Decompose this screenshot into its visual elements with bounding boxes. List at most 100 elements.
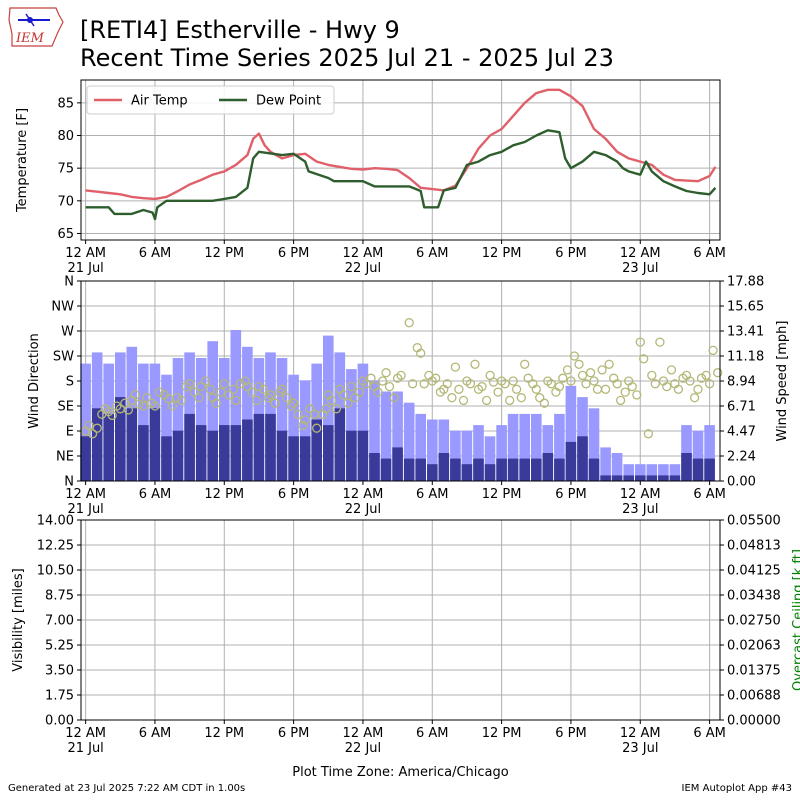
x-tick-label: 6 AM [693, 726, 726, 741]
wind-direction-point [554, 381, 565, 392]
y2-tick-label: 0.00688 [727, 689, 781, 704]
gust-bar [554, 458, 565, 481]
speed-bar [519, 413, 530, 481]
wind-direction-point [377, 376, 388, 386]
y2-tick-label: 0.05500 [727, 514, 781, 529]
axes-frame [80, 79, 721, 241]
wind-direction-point [708, 345, 718, 356]
wind-direction-point [228, 384, 239, 394]
wind-direction-point [354, 387, 365, 397]
wind-direction-point [615, 395, 626, 406]
wind-direction-point [520, 359, 530, 369]
wind-direction-point [338, 390, 348, 400]
wind-direction-point [305, 404, 315, 414]
x-tick-label: 12 PM [482, 246, 522, 261]
iem-logo: IEM [8, 7, 64, 47]
speed-bar [450, 430, 461, 481]
speed-bar [646, 464, 658, 481]
wind-direction-point [293, 409, 303, 419]
legend-box [86, 85, 335, 115]
gust-bar [611, 475, 623, 481]
y2-tick-label: 13.41 [727, 325, 764, 340]
speed-bar [230, 330, 242, 481]
wind-direction-point [481, 395, 492, 406]
gust-bar [669, 475, 681, 481]
wind-direction-point [581, 379, 591, 389]
speed-bar [554, 413, 565, 481]
wind-direction-point [286, 401, 296, 411]
wind-direction-point [92, 423, 102, 433]
speed-bar [669, 464, 681, 481]
gust-bar [323, 425, 334, 481]
x-date-label: 22 Jul [345, 261, 381, 276]
wind-direction-point [620, 387, 630, 397]
wind-direction-point [288, 398, 299, 408]
gust-bar [496, 458, 507, 481]
x-tick-label: 12 AM [620, 246, 661, 261]
wind-direction-point [404, 318, 414, 328]
gust-bar [565, 441, 577, 481]
gust-bar [507, 458, 519, 481]
x-tick-label: 6 AM [416, 487, 449, 502]
wind-direction-point [176, 395, 187, 406]
speed-bar [692, 430, 704, 481]
speed-bar [80, 363, 91, 481]
y-tick-label: SE [58, 400, 74, 415]
wind-direction-point [277, 384, 287, 394]
wind-direction-point [300, 415, 310, 425]
gust-bar [438, 453, 450, 481]
y-tick-label: W [61, 325, 74, 340]
gust-bar [635, 475, 646, 481]
x-tick-label: 6 AM [693, 487, 726, 502]
wind-direction-point [523, 373, 533, 383]
x-date-label: 21 Jul [67, 261, 103, 276]
x-tick-label: 12 PM [204, 726, 244, 741]
wind-direction-point [589, 376, 599, 386]
legend-label: Air Temp [131, 94, 188, 109]
wind-direction-point [224, 390, 234, 400]
x-tick-label: 12 AM [620, 726, 661, 741]
wind-direction-point [346, 381, 357, 392]
gust-bar [681, 453, 692, 481]
speed-bar [600, 447, 611, 481]
y-tick-label: E [66, 425, 74, 440]
x-tick-label: 12 PM [482, 487, 522, 502]
wind-direction-point [205, 384, 216, 394]
wind-direction-point [447, 393, 457, 403]
gust-bar [149, 408, 161, 481]
wind-direction-point [389, 393, 399, 403]
wind-direction-point [592, 384, 603, 394]
gust-bar [542, 453, 554, 481]
speed-bar [403, 402, 415, 481]
x-date-label: 23 Jul [622, 502, 658, 517]
speed-bar [623, 464, 634, 481]
x-tick-label: 12 AM [343, 726, 384, 741]
speed-bar [658, 464, 669, 481]
wind-direction-point [558, 373, 568, 383]
wind-direction-point [130, 390, 140, 400]
y-axis-label: Visibility [miles] [11, 568, 26, 671]
x-tick-label: 6 AM [139, 487, 172, 502]
wind-direction-point [167, 401, 177, 411]
x-tick-label: 12 AM [65, 246, 106, 261]
wind-direction-point [508, 376, 518, 386]
y2-tick-label: 15.65 [727, 300, 764, 315]
wind-direction-point [704, 379, 715, 389]
gust-bar [276, 430, 288, 481]
gust-bar [184, 413, 195, 481]
wind-direction-point [655, 337, 665, 347]
x-date-label: 22 Jul [345, 502, 381, 517]
y-tick-label: 0.00 [45, 714, 74, 729]
wind-direction-point [251, 395, 262, 406]
wind-direction-point [407, 379, 418, 389]
y-tick-label: 5.25 [45, 639, 74, 654]
wind-direction-point [247, 387, 257, 397]
gust-bar [91, 408, 103, 481]
x-tick-label: 6 AM [416, 726, 449, 741]
gust-bar [219, 425, 230, 481]
wind-direction-point [458, 395, 469, 406]
wind-direction-point [470, 359, 480, 369]
wind-direction-point [211, 398, 221, 408]
speed-bar [588, 408, 600, 481]
generated-footer: Generated at 23 Jul 2025 7:22 AM CDT in … [8, 783, 246, 794]
